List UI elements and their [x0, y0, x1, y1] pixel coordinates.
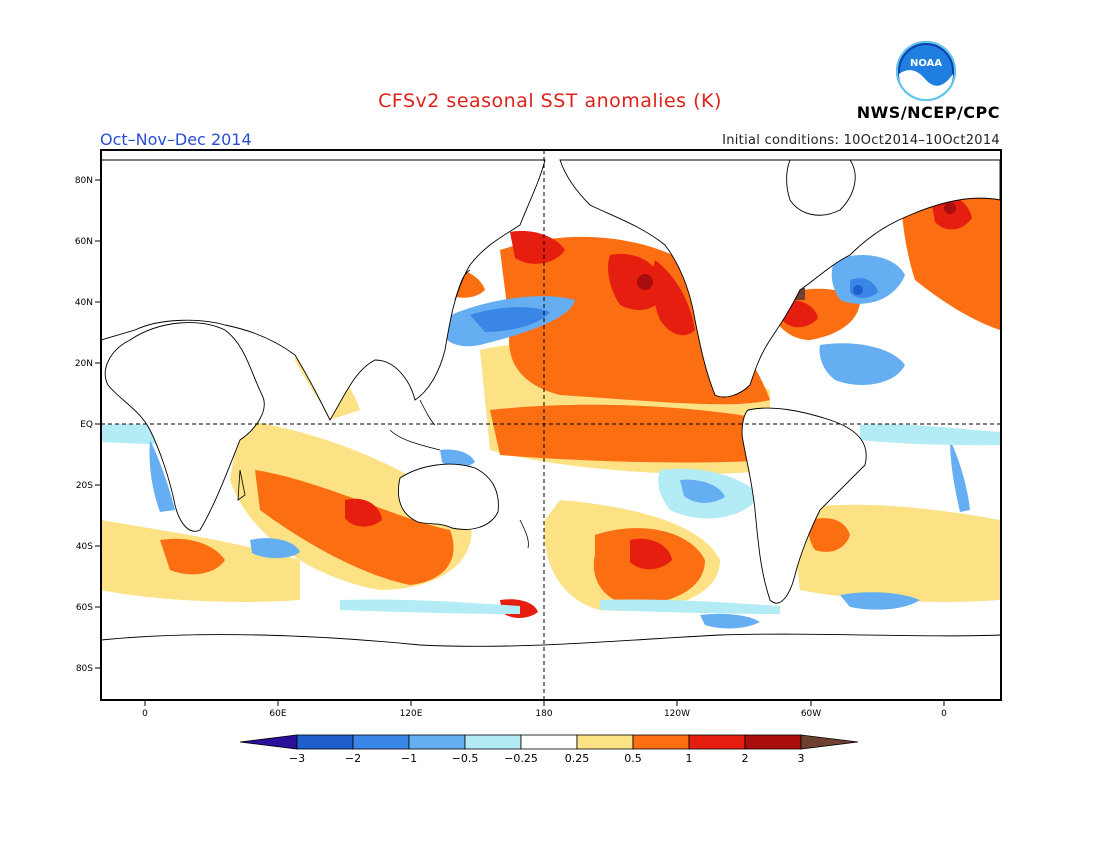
lon-tick-label: 0 [941, 709, 947, 719]
season-label: Oct–Nov–Dec 2014 [100, 130, 252, 149]
lat-tick-label: 20N [75, 359, 93, 369]
lon-tick-label: 180 [535, 709, 552, 719]
colorbar-swatch [688, 734, 746, 750]
map-title: CFSv2 seasonal SST anomalies (K) [378, 90, 722, 112]
anomaly-field [101, 150, 1001, 700]
colorbar-label: 3 [797, 752, 805, 765]
colorbar-label: 1 [685, 752, 693, 765]
map-frame [100, 149, 1002, 701]
colorbar-swatch [464, 734, 522, 750]
lon-tick-label: 120E [400, 709, 423, 719]
lon-tick-label: 0 [142, 709, 148, 719]
colorbar-label: −1 [400, 752, 418, 765]
noaa-logo: NOAA [896, 41, 956, 101]
agency-label: NWS/NCEP/CPC [856, 103, 1000, 122]
lat-tick-label: 40N [75, 298, 93, 308]
colorbar-label: −2 [344, 752, 362, 765]
initial-conditions-label: Initial conditions: 10Oct2014–10Oct2014 [722, 133, 1000, 148]
colorbar-swatch [520, 734, 578, 750]
lat-tick-label: 80N [75, 176, 93, 186]
lon-tick-label: 60W [801, 709, 821, 719]
colorbar-swatch [632, 734, 690, 750]
colorbar-swatch [352, 734, 410, 750]
coastlines [101, 159, 1001, 700]
colorbar-swatch [576, 734, 634, 750]
colorbar-label: −0.25 [504, 752, 538, 765]
lat-tick-label: 20S [76, 481, 93, 491]
colorbar-label: 2 [741, 752, 749, 765]
lon-tick-label: 60E [269, 709, 286, 719]
colorbar-label: 0.25 [564, 752, 590, 765]
lat-tick-label: 60N [75, 237, 93, 247]
lat-tick-label: 40S [76, 542, 93, 552]
lat-tick-label: 80S [76, 664, 93, 674]
lat-tick-label: 60S [76, 603, 93, 613]
colorbar-label: −0.5 [451, 752, 479, 765]
logo-text: NOAA [910, 58, 942, 69]
colorbar-swatch [408, 734, 466, 750]
colorbar-swatch [296, 734, 354, 750]
colorbar [239, 734, 859, 750]
lat-axis: 80N 60N 40N 20N EQ 20S 40S 60S 80S [75, 176, 101, 674]
lon-axis: 0 60E 120E 180 120W 60W 0 [142, 700, 947, 719]
colorbar-label: 0.5 [624, 752, 642, 765]
colorbar-swatch [744, 734, 802, 750]
colorbar-arrow-high [800, 734, 859, 750]
lat-tick-label: EQ [80, 420, 93, 430]
colorbar-label: −3 [288, 752, 306, 765]
lon-tick-label: 120W [664, 709, 690, 719]
colorbar-arrow-low [239, 734, 298, 750]
